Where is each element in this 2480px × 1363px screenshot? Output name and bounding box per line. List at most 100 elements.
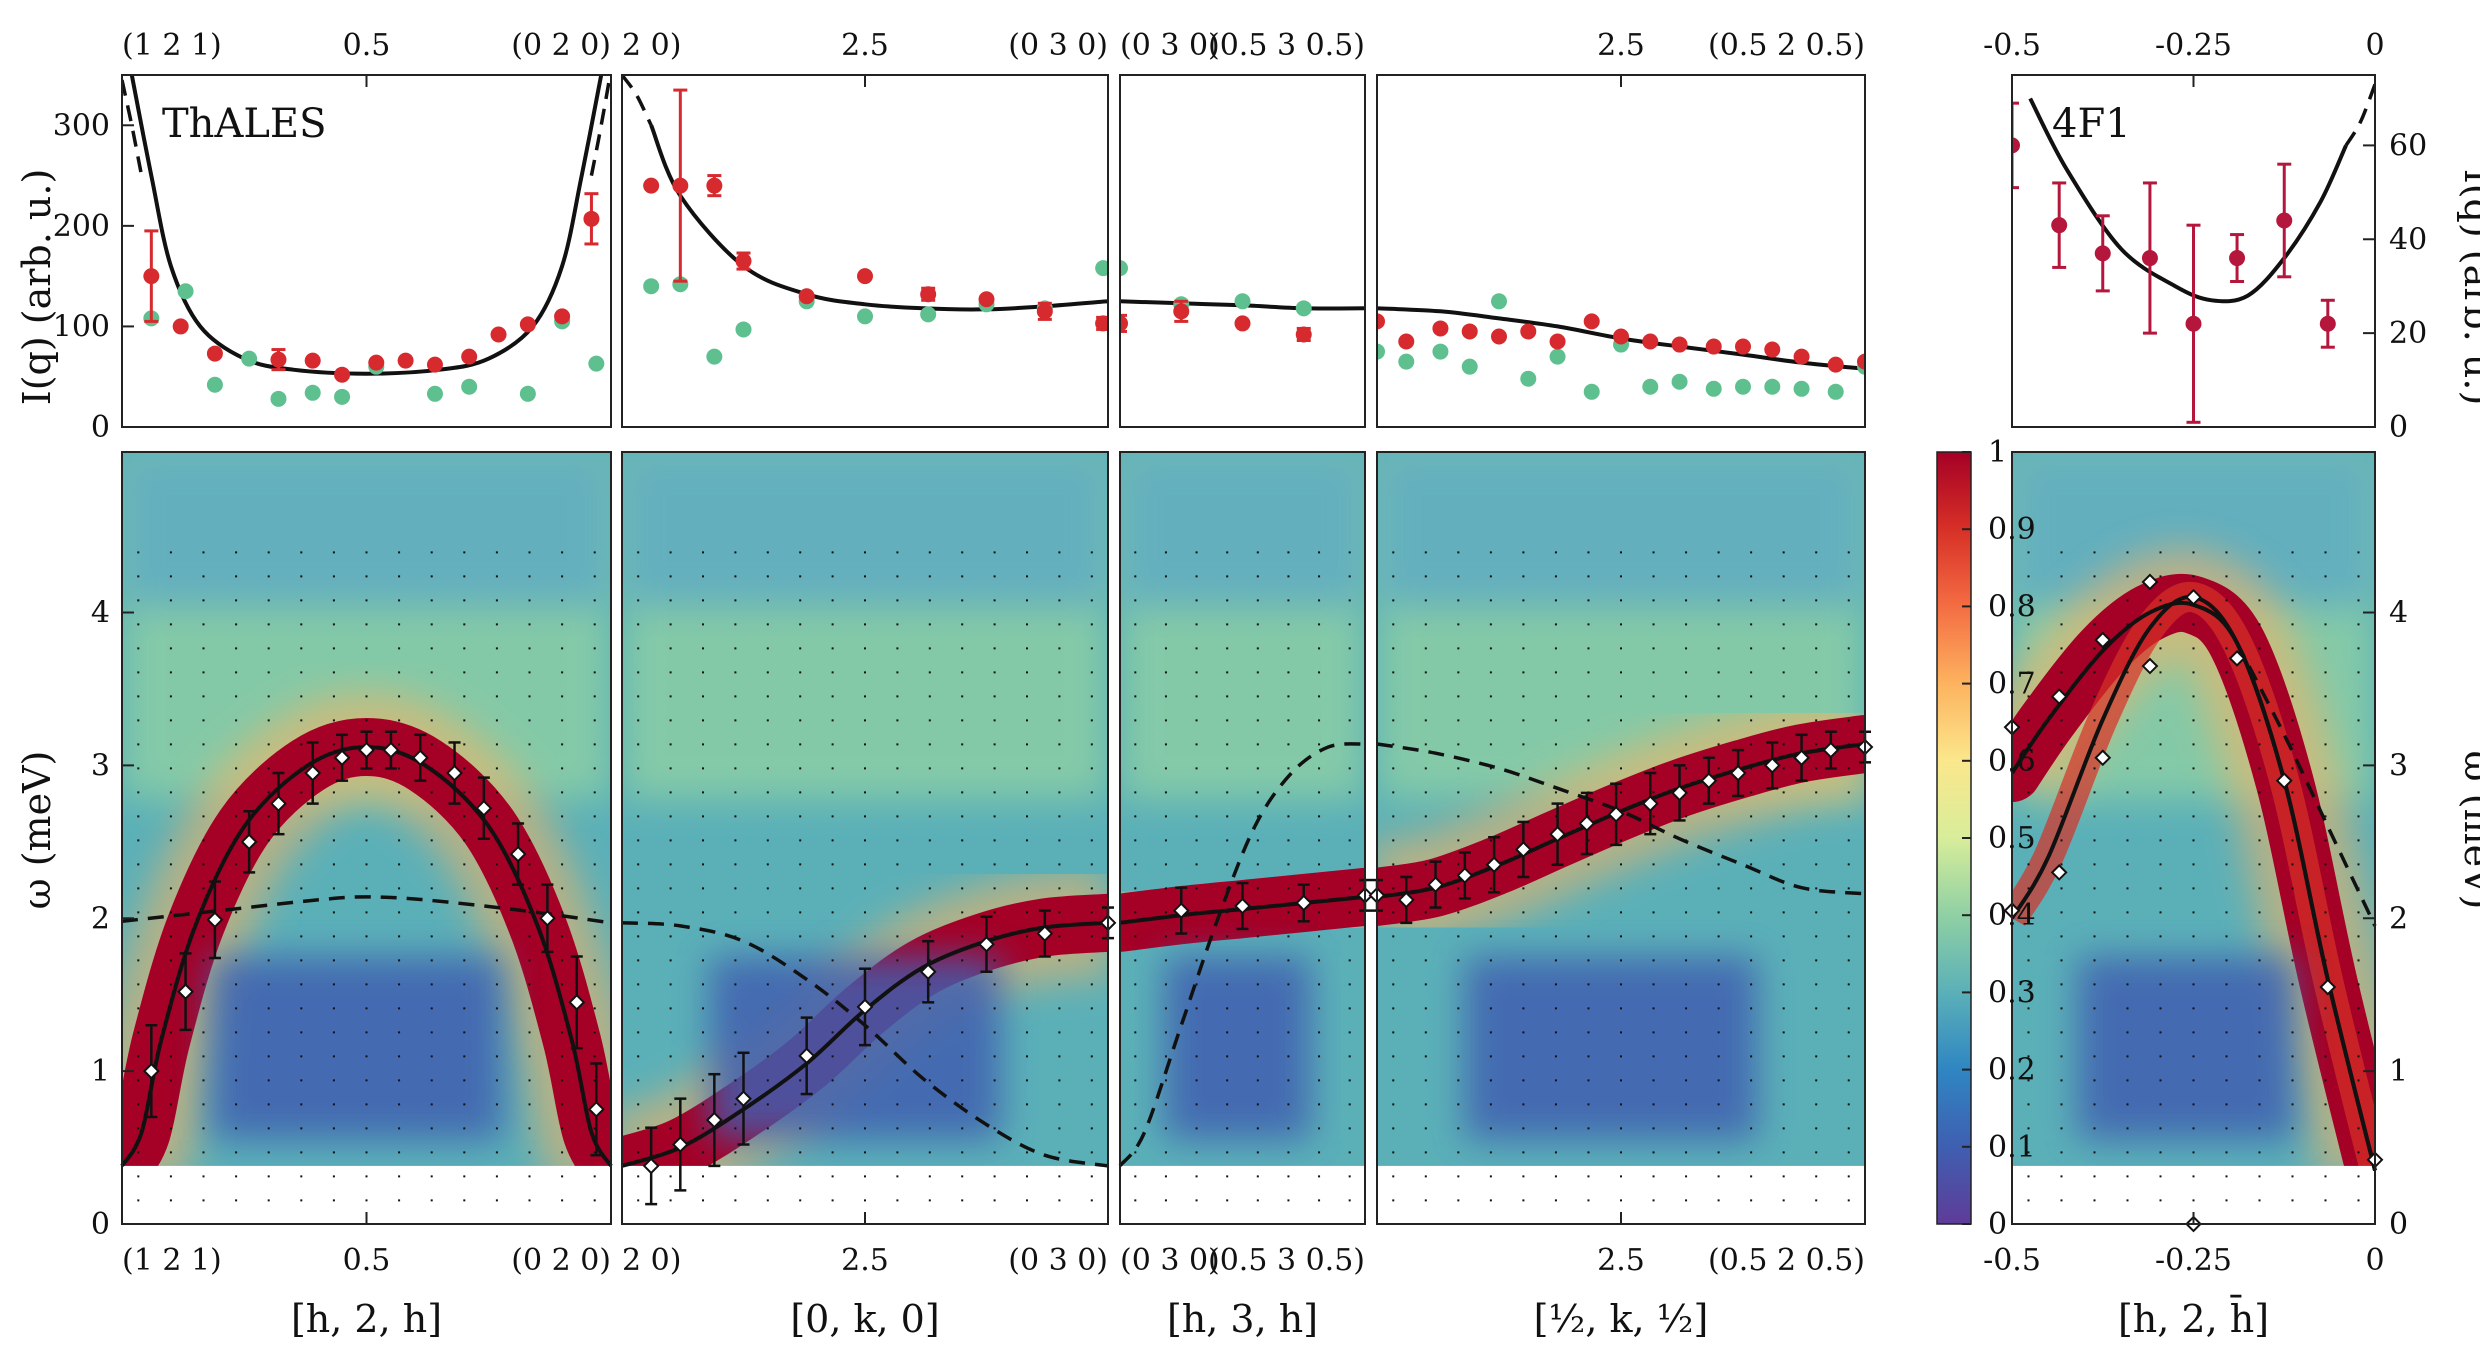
intensity-point-red — [1036, 303, 1053, 320]
intensity-point-green — [519, 385, 536, 402]
intensity-point-red — [1642, 333, 1659, 350]
intensity-point-green — [857, 308, 873, 325]
intensity-point-green — [706, 348, 723, 365]
heatmap-p4 — [1377, 452, 1865, 1224]
xtick-label: (0 3 0) — [1008, 1243, 1108, 1278]
omega-point — [358, 741, 375, 759]
panel-p3: (0 3 0)(0 3 0)(0.5 3 0.5)(0.5 3 0.5)[h, … — [1118, 28, 1374, 1341]
intensity-point-green — [735, 321, 752, 338]
xtick-label: -0.25 — [2155, 1243, 2232, 1278]
omega-point — [919, 963, 937, 981]
omega-point — [1397, 891, 1415, 909]
colorbar-tick-label: 0.2 — [1988, 1053, 2036, 1088]
omega-point — [2141, 573, 2159, 591]
omega-point — [2185, 588, 2202, 606]
xtick-label-top: -0.5 — [1983, 28, 2041, 63]
intensity-point-green — [426, 385, 443, 402]
colorbar-tick-label: 0.3 — [1988, 975, 2036, 1010]
omega-point — [304, 764, 322, 782]
heatmap-low — [2077, 956, 2296, 1140]
intensity-point-green — [206, 376, 223, 393]
colorbar-tick-label: 0.1 — [1988, 1130, 2036, 1165]
intensity-point-red — [1793, 348, 1810, 365]
intensity-point-red — [2229, 250, 2246, 267]
omega-point — [1514, 841, 1532, 858]
intensity-point-red — [270, 351, 287, 368]
intensity-point-red — [143, 268, 160, 285]
heatmap-p5 — [2012, 452, 2375, 1224]
intensity-point-green — [1120, 260, 1128, 277]
intensity-point-red — [206, 345, 223, 362]
intensity-point-green — [1461, 358, 1478, 375]
intensity-point-green — [1705, 380, 1722, 397]
intensity-dashed-curve — [122, 79, 144, 176]
omega-point — [2141, 657, 2159, 675]
omega-point — [475, 799, 493, 817]
intensity-point-green — [1520, 370, 1537, 387]
omega-point — [1700, 772, 1718, 790]
xtick-label-top: 2.5 — [841, 28, 889, 63]
left-yticks: 0 100 200 300 — [53, 108, 134, 445]
intensity-point-red — [519, 316, 536, 333]
intensity-dashed-curve — [589, 75, 611, 176]
intensity-point-red — [1671, 336, 1688, 353]
intensity-point-red — [1764, 341, 1781, 358]
intensity-point-green — [1295, 300, 1312, 317]
intensity-point-red — [2185, 315, 2202, 332]
xtick-label-top: 2 0) — [622, 28, 681, 63]
xtick-label: (0.5 3 0.5) — [1208, 1243, 1365, 1278]
xtick-label: (1 2 1) — [122, 1243, 222, 1278]
heatmap-low — [1464, 956, 1758, 1140]
intensity-point-green — [270, 390, 287, 407]
intensity-point-green — [1095, 260, 1108, 277]
intensity-point-red — [920, 286, 937, 303]
intensity-point-red — [1234, 315, 1251, 332]
omega-point — [1234, 897, 1251, 915]
intensity-point-green — [1377, 343, 1385, 360]
intensity-point-red — [735, 253, 752, 270]
intensity-point-red — [172, 318, 189, 335]
xtick-label: -0.5 — [1983, 1243, 2041, 1278]
intensity-dashed-curve — [2344, 83, 2375, 147]
intensity-point-red — [1295, 326, 1312, 343]
xtick-label-top: 2.5 — [1597, 28, 1645, 63]
xtick-label: 2.5 — [1597, 1243, 1645, 1278]
colorbar-tick-label: 0.5 — [1988, 821, 2036, 856]
omega-point — [1763, 756, 1781, 774]
bottom-frame — [1119, 451, 1366, 1225]
intensity-point-red — [2012, 137, 2020, 154]
omega-point — [2228, 649, 2246, 667]
top-bg — [1377, 75, 1865, 427]
omega-point — [1793, 749, 1810, 767]
top-plot — [2012, 83, 2375, 424]
omega-point — [978, 935, 995, 953]
omega-point — [1295, 894, 1313, 912]
intensity-point-red — [554, 308, 571, 325]
omega-point — [1822, 741, 1840, 759]
omega-point — [2275, 772, 2293, 790]
ytick-label: 4 — [91, 596, 110, 631]
intensity-point-red — [1613, 328, 1629, 345]
omega-point — [642, 1157, 660, 1175]
intensity-point-green — [1583, 383, 1600, 400]
xtick-label: 0.5 — [343, 1243, 391, 1278]
omega-point — [1578, 815, 1596, 832]
omega-point — [705, 1111, 723, 1129]
intensity-point-red — [798, 288, 815, 305]
heatmap-low — [709, 956, 1002, 1140]
intensity-point-green — [1432, 343, 1449, 360]
dispersion-dashed-curve — [1376, 742, 1866, 896]
colorbar-tick-label: 0.9 — [1988, 512, 2036, 547]
top-plot — [622, 75, 1108, 365]
top-bg — [122, 75, 611, 427]
omega-point — [206, 911, 224, 929]
dispersion-dashed-curve — [2235, 642, 2377, 927]
colorbar-tick-label: 0.6 — [1988, 744, 2036, 779]
omega-point — [2319, 978, 2337, 996]
dispersion-dashed-curve — [1118, 742, 1366, 1168]
ytick-label: 20 — [2389, 316, 2427, 351]
panel-title: ThALES — [162, 101, 327, 147]
intensity-point-red — [978, 291, 995, 308]
omega-point — [856, 998, 874, 1016]
